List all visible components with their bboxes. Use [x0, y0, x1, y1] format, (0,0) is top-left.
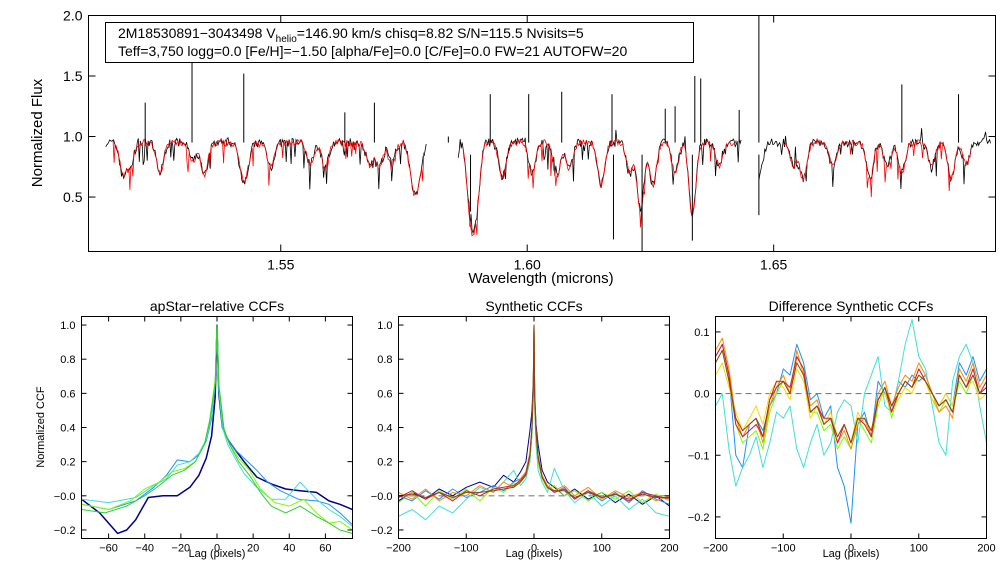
y-tick-label: 0.4 — [60, 423, 75, 435]
difference-ccf-xlabel: Lag (pixels) — [823, 548, 880, 560]
apstar-ccf-panel: apStar−relative CCFs −60 −40 −20 0 20 40 60 −0.… — [35, 298, 353, 560]
x-tick-label: −200 — [386, 543, 411, 555]
y-tick-label: 0.4 — [377, 423, 392, 435]
info-line-1-pre: 2M18530891−3043498 V — [118, 25, 276, 41]
spectrum-panel: 1.55 1.60 1.65 0.5 1.0 1.5 2.0 2M18530891−3043… — [29, 8, 996, 287]
y-tick-label: 1.0 — [377, 320, 392, 332]
ccf-series-visit-4 — [81, 324, 353, 531]
ccf-series-visit-2 — [715, 319, 987, 487]
ccf-series-visit-3 — [81, 324, 353, 527]
difference-ccf-plot-area — [715, 319, 987, 524]
x-tick-label: 40 — [283, 543, 295, 555]
ccf-series-visit-5 — [81, 324, 353, 534]
info-line-1: 2M18530891−3043498 Vhelio=146.90 km/s ch… — [118, 25, 584, 45]
x-tick-label: −20 — [172, 543, 191, 555]
x-tick-label: 20 — [247, 543, 259, 555]
apstar-ccf-ylabel: Normalized CCF — [35, 386, 47, 468]
apstar-ccf-title: apStar−relative CCFs — [150, 298, 284, 314]
y-tick-label: −0.2 — [688, 512, 710, 524]
ccf-series-group — [398, 324, 670, 521]
y-tick-label: 0.8 — [60, 354, 75, 366]
y-tick-label: 0.2 — [60, 457, 75, 469]
apstar-ccf-xlabel: Lag (pixels) — [189, 548, 246, 560]
ccf-series-visit-1 — [81, 324, 353, 535]
y-tick-label: 0.2 — [377, 457, 392, 469]
synthetic-ccf-xlabel: Lag (pixels) — [506, 548, 563, 560]
difference-ccf-title: Difference Synthetic CCFs — [769, 298, 934, 314]
x-tick-label: 60 — [319, 543, 331, 555]
y-tick-label: 2.0 — [63, 8, 83, 24]
spectrum-plot-area — [105, 15, 991, 252]
spectrum-xlabel: Wavelength (microns) — [468, 270, 613, 287]
ccf-series-visit-7 — [398, 324, 670, 500]
y-tick-label: 1.5 — [63, 68, 83, 84]
y-tick-label: 0.8 — [377, 354, 392, 366]
x-tick-label: 0 — [214, 543, 220, 555]
y-tick-label: −0.0 — [371, 491, 393, 503]
info-box-frame — [105, 22, 694, 63]
ccf-series-visit-5 — [715, 337, 987, 450]
x-tick-label: −100 — [771, 543, 796, 555]
difference-ccf-frame — [715, 316, 987, 539]
y-tick-label: 1.0 — [63, 129, 83, 145]
x-tick-label: 1.55 — [267, 257, 294, 273]
y-tick-label: 1.0 — [60, 320, 75, 332]
y-tick-label: 0.6 — [60, 388, 75, 400]
y-tick-label: −0.2 — [54, 525, 76, 537]
y-tick-label: 0.1 — [694, 327, 709, 339]
x-tick-label: 100 — [910, 543, 928, 555]
spectrum-ticks: 1.55 1.60 1.65 0.5 1.0 1.5 2.0 — [63, 8, 996, 273]
ccf-series-visit-1 — [715, 343, 987, 524]
y-tick-label: 0.6 — [377, 388, 392, 400]
ccf-series-visit-7 — [715, 349, 987, 444]
synthetic-ccf-panel: Synthetic CCFs −200 −100 0 100 200 −0.2 −0.0 0.… — [371, 298, 679, 560]
ccf-series-group — [81, 324, 353, 535]
y-tick-label: 0.5 — [63, 189, 83, 205]
x-tick-label: 1.65 — [760, 257, 787, 273]
ccf-series-group — [715, 319, 987, 524]
x-tick-label: 200 — [977, 543, 995, 555]
spectrum-frame — [88, 15, 996, 252]
difference-ccf-ticks: −200 −100 0 100 200 −0.2 −0.1 0.0 0.1 — [688, 316, 996, 555]
synthetic-ccf-plot-area — [398, 324, 670, 521]
x-tick-label: 100 — [593, 543, 611, 555]
apstar-ccf-ticks: −60 −40 −20 0 20 40 60 −0.2 −0.0 0.2 0.4 0.6 0.8 1.0 — [54, 316, 353, 555]
difference-ccf-panel: Difference Synthetic CCFs −200 −100 0 100 20… — [688, 298, 996, 560]
x-tick-label: −200 — [703, 543, 728, 555]
apstar-ccf-plot-area — [81, 324, 353, 535]
y-tick-label: −0.1 — [688, 450, 710, 462]
synthetic-ccf-title: Synthetic CCFs — [485, 298, 582, 314]
info-line-1-post: =146.90 km/s chisq=8.82 S/N=115.5 Nvisit… — [297, 25, 584, 41]
x-tick-label: −60 — [99, 543, 118, 555]
spectrum-ylabel: Normalized Flux — [29, 78, 46, 187]
model-spectrum-line — [112, 138, 972, 237]
info-box: 2M18530891−3043498 Vhelio=146.90 km/s ch… — [105, 22, 694, 63]
x-tick-label: −100 — [454, 543, 479, 555]
info-line-2: Teff=3,750 logg=0.0 [Fe/H]=−1.50 [alpha/… — [118, 43, 627, 59]
y-tick-label: 0.0 — [694, 389, 709, 401]
y-tick-label: −0.2 — [371, 525, 393, 537]
synthetic-ccf-ticks: −200 −100 0 100 200 −0.2 −0.0 0.2 0.4 0.6 0.8 1.0 — [371, 316, 679, 555]
x-tick-label: −40 — [135, 543, 154, 555]
x-tick-label: 0 — [848, 543, 854, 555]
x-tick-label: 1.60 — [514, 257, 541, 273]
info-vhelio-subscript: helio — [276, 34, 298, 45]
x-tick-label: 200 — [660, 543, 678, 555]
y-tick-label: −0.0 — [54, 491, 76, 503]
x-tick-label: 0 — [531, 543, 537, 555]
